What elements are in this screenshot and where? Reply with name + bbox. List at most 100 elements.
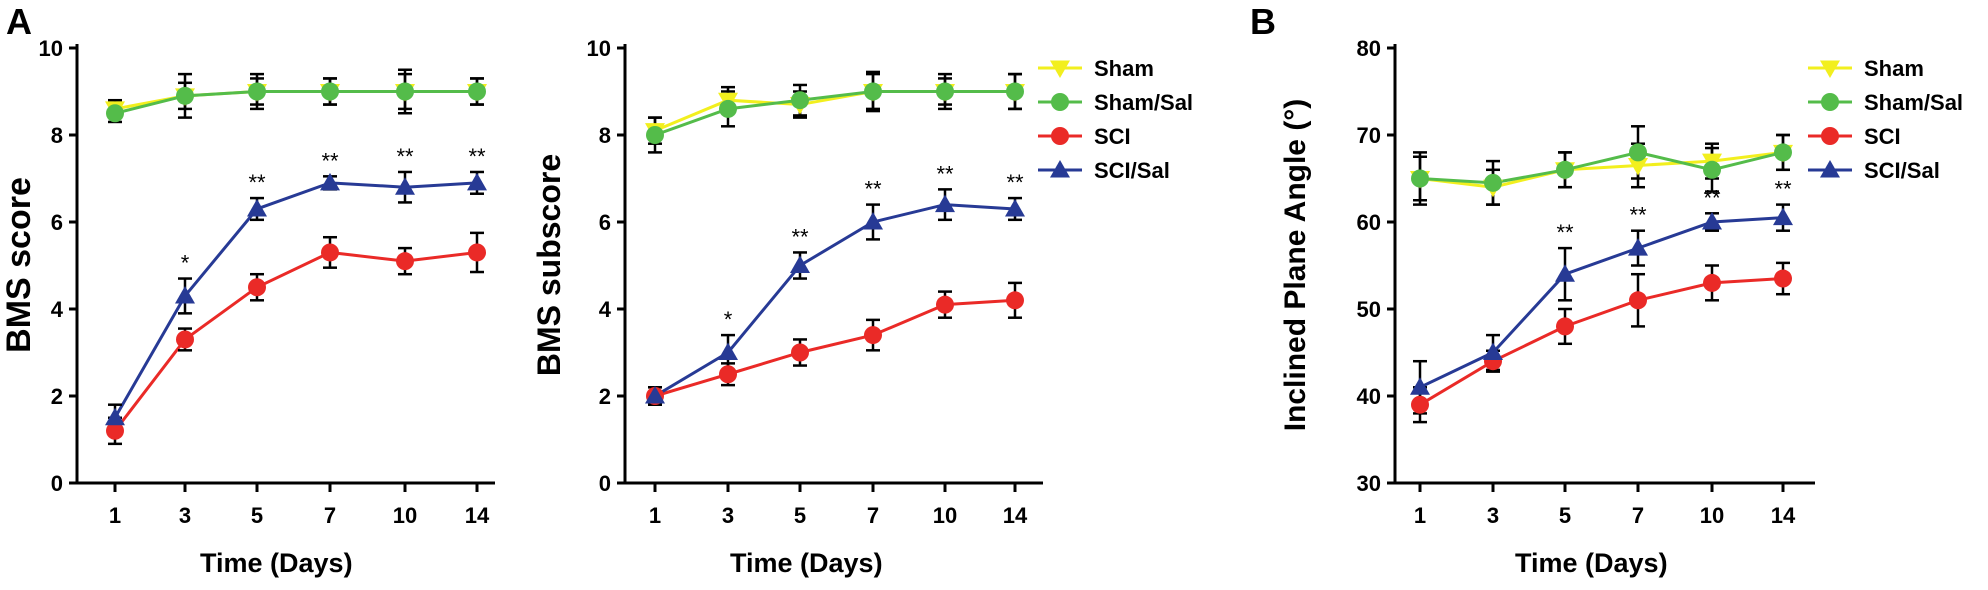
data-point-sci — [1006, 291, 1024, 310]
legend-label-sci: SCI — [1094, 124, 1131, 149]
data-point-sci — [176, 330, 194, 349]
data-point-sci — [864, 326, 882, 345]
significance-marker: ** — [321, 148, 339, 173]
data-point-sci-sal — [467, 172, 487, 191]
data-point-sham-sal — [396, 82, 414, 101]
data-point-sci-sal — [320, 172, 340, 191]
panel-letter-a: A — [6, 1, 32, 42]
data-point-sham-sal — [1484, 173, 1502, 192]
data-point-sham-sal — [1629, 143, 1647, 162]
y-tick-label: 10 — [587, 36, 611, 61]
significance-marker: ** — [1703, 185, 1721, 210]
legend-label-sham: Sham — [1094, 56, 1154, 81]
series-line-sci — [113, 250, 478, 432]
legend-marker-sci — [1051, 127, 1069, 145]
legend-marker-sci-sal — [1050, 160, 1070, 178]
series-line-sci — [654, 298, 1016, 398]
legend-marker-sham — [1050, 60, 1070, 78]
significance-marker: ** — [468, 144, 486, 169]
y-tick-label: 10 — [39, 36, 63, 61]
data-point-sci-sal — [1483, 342, 1503, 360]
y-tick-label: 80 — [1357, 36, 1381, 61]
x-tick-label: 10 — [1700, 503, 1724, 528]
legend-label-sham-sal: Sham/Sal — [1094, 90, 1193, 115]
data-point-sham-sal — [936, 82, 954, 101]
series-line-sci — [1419, 277, 1784, 406]
y-tick-label: 70 — [1357, 123, 1381, 148]
legend: Sham Sham/Sal SCI SCI/Sal — [1808, 56, 1963, 183]
x-tick-label: 7 — [867, 503, 879, 528]
data-point-sci — [1411, 395, 1429, 414]
y-axis-title: BMS subscore — [531, 154, 567, 376]
data-point-sham — [1628, 157, 1648, 176]
x-tick-label: 1 — [649, 503, 661, 528]
chart-panel-3: 30 40 50 60 70 80 1 3 5 7 10 14 Time (Days) Inclined … — [1279, 36, 1963, 578]
legend: Sham Sham/Sal SCI SCI/Sal — [1038, 56, 1193, 183]
y-tick-label: 8 — [51, 123, 63, 148]
data-point-sham-sal — [1774, 143, 1792, 162]
data-point-sham-sal — [719, 99, 737, 118]
series-line-sci-sal — [654, 203, 1016, 398]
data-point-sci-sal — [1628, 238, 1648, 256]
data-point-sham-sal — [321, 82, 339, 101]
data-point-sci — [719, 365, 737, 384]
panel-letter-b: B — [1250, 1, 1276, 42]
data-point-sci — [106, 421, 124, 440]
data-point-sham-sal — [1703, 160, 1721, 179]
series-line-sham-sal — [1419, 150, 1784, 185]
significance-marker: ** — [1629, 203, 1647, 228]
data-point-sci — [1703, 273, 1721, 292]
data-point-sci — [936, 295, 954, 314]
y-tick-label: 6 — [599, 210, 611, 235]
series-line-sham — [1419, 150, 1784, 189]
data-point-sci-sal — [1702, 212, 1722, 230]
legend-label-sham: Sham — [1864, 56, 1924, 81]
x-tick-label: 1 — [1414, 503, 1426, 528]
data-point-sci — [396, 252, 414, 271]
legend-marker-sham — [1820, 60, 1840, 78]
x-tick-label: 10 — [393, 503, 417, 528]
y-tick-label: 6 — [51, 210, 63, 235]
x-tick-label: 3 — [179, 503, 191, 528]
data-point-sham-sal — [791, 91, 809, 110]
y-tick-label: 30 — [1357, 471, 1381, 496]
y-tick-label: 50 — [1357, 297, 1381, 322]
y-tick-label: 4 — [51, 297, 64, 322]
data-point-sci-sal — [1555, 264, 1575, 282]
data-point-sci-sal — [718, 342, 738, 360]
data-point-sci-sal — [1773, 207, 1793, 226]
legend-label-sci-sal: SCI/Sal — [1864, 158, 1940, 183]
data-point-sci — [321, 243, 339, 262]
x-tick-label: 3 — [1487, 503, 1499, 528]
y-axis-title: BMS score — [0, 177, 38, 353]
data-point-sci-sal — [645, 386, 665, 404]
significance-marker: ** — [936, 161, 954, 186]
series-line-sham-sal — [654, 90, 1015, 137]
significance-marker: ** — [396, 144, 414, 169]
significance-marker: ** — [1006, 170, 1024, 195]
data-point-sham-sal — [1006, 82, 1024, 101]
y-tick-label: 40 — [1357, 384, 1381, 409]
legend-marker-sci-sal — [1820, 160, 1840, 178]
significance-marker: ** — [791, 224, 809, 249]
data-point-sham-sal — [864, 82, 882, 101]
data-point-sci — [1774, 269, 1792, 288]
y-tick-label: 4 — [599, 297, 612, 322]
x-axis-title: Time (Days) — [200, 548, 353, 578]
data-point-sci — [1556, 317, 1574, 336]
data-point-sham-sal — [646, 126, 664, 144]
data-point-sci-sal — [863, 212, 883, 230]
significance-marker: ** — [1774, 177, 1792, 202]
legend-marker-sham-sal — [1051, 93, 1069, 111]
x-tick-label: 1 — [109, 503, 121, 528]
y-tick-label: 2 — [51, 384, 63, 409]
x-tick-label: 5 — [251, 503, 263, 528]
significance-marker: * — [724, 307, 733, 332]
legend-label-sci-sal: SCI/Sal — [1094, 158, 1170, 183]
data-point-sci — [1629, 291, 1647, 310]
significance-marker: ** — [864, 177, 882, 202]
data-point-sci — [791, 343, 809, 362]
data-point-sci — [468, 243, 486, 262]
